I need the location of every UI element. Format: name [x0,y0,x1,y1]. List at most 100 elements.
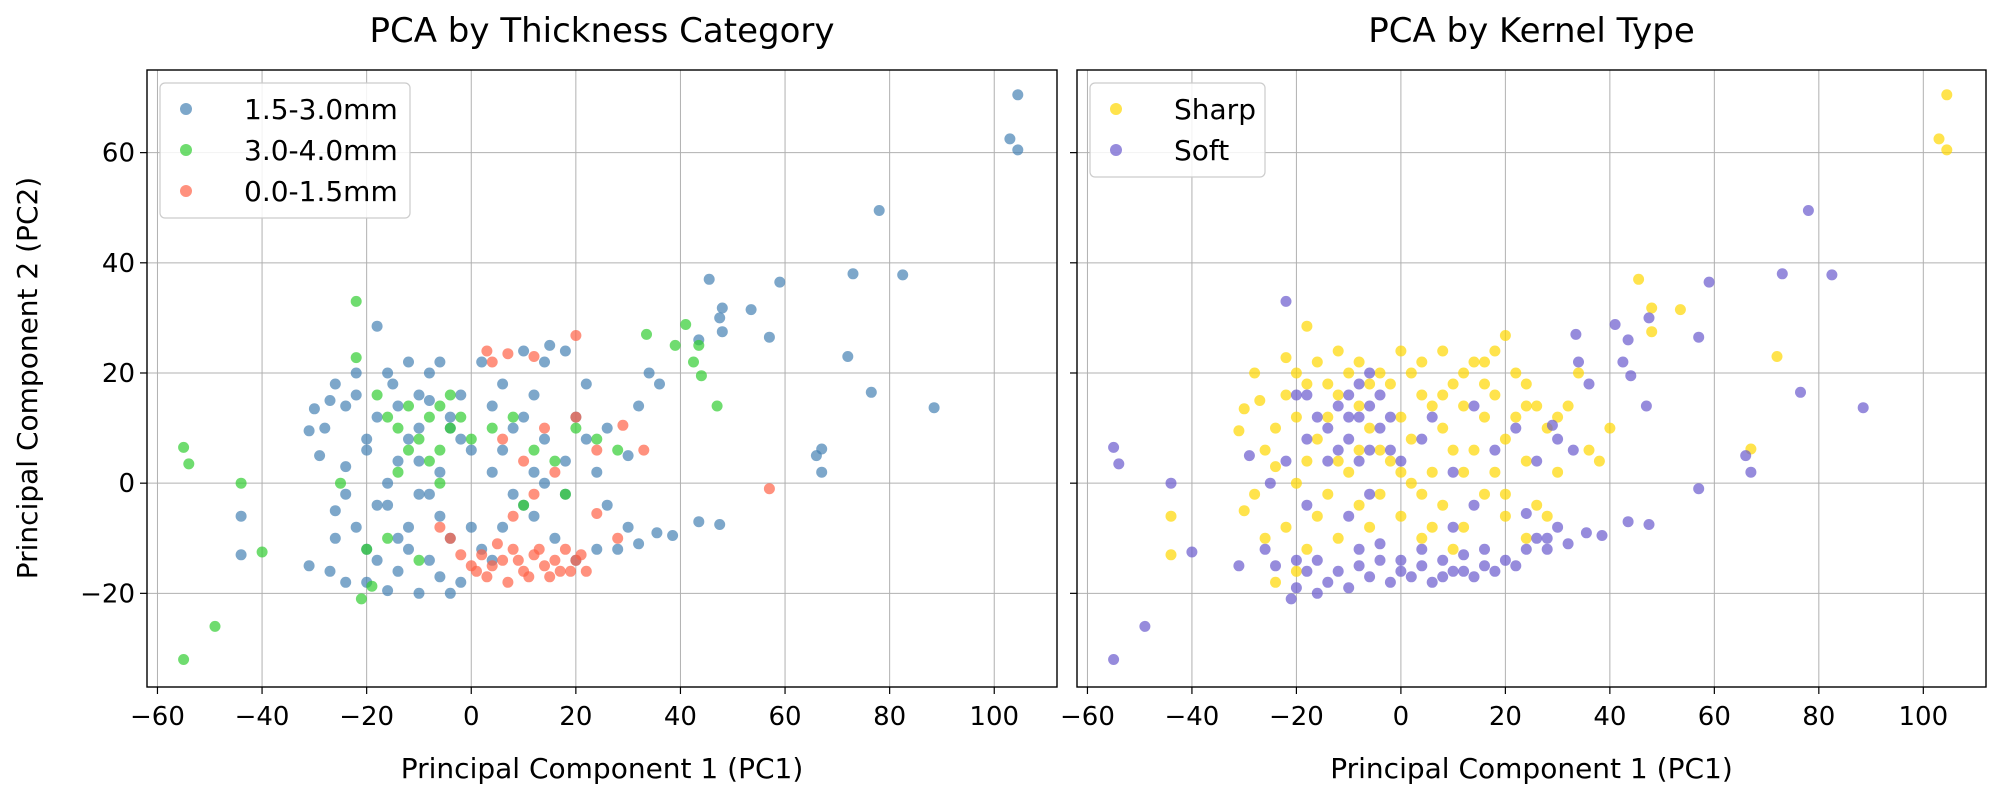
data-point [303,560,315,572]
data-point [1447,521,1459,533]
data-point [1941,89,1953,101]
data-point [1531,455,1543,467]
data-point [580,433,592,445]
data-point [366,580,378,592]
data-point [1004,133,1016,145]
data-point [1489,345,1501,357]
data-point [340,488,352,500]
data-point [1520,543,1532,555]
data-point [1332,565,1344,577]
data-point [413,488,425,500]
chart-title: PCA by Kernel Type [1368,11,1695,51]
data-point [361,543,373,555]
data-point [528,444,540,456]
data-point [1617,356,1629,368]
data-point [1364,571,1376,583]
data-point [865,386,877,398]
data-point [1437,345,1449,357]
data-point [1374,444,1386,456]
data-point [423,411,435,423]
x-tick-label: −60 [1060,702,1115,732]
data-point [1426,411,1438,423]
data-point [1437,499,1449,511]
data-point [810,450,822,462]
data-point [1364,367,1376,379]
data-point [1301,320,1313,332]
data-point [1233,560,1245,572]
data-point [1552,466,1564,478]
data-point [1479,488,1490,500]
data-point [1280,389,1292,401]
data-point [350,367,362,379]
data-point [507,510,519,522]
data-point [308,403,320,415]
data-point [392,422,404,434]
data-point [1416,389,1428,401]
data-point [1510,422,1522,434]
data-point [329,532,341,544]
data-point [1546,419,1558,431]
data-point [1270,560,1281,572]
data-point [763,483,775,495]
data-point [1531,400,1543,412]
data-point [1933,133,1945,145]
data-point [382,499,394,511]
data-point [1437,554,1449,566]
data-point [413,422,425,434]
x-axis-label: Principal Component 1 (PC1) [1330,752,1733,785]
data-point [1802,205,1814,216]
data-point [1384,378,1396,390]
legend-box [1089,82,1266,178]
data-point [1264,477,1276,489]
legend-label: 3.0-4.0mm [244,134,398,167]
data-point [1570,328,1582,340]
data-point [1426,576,1438,588]
data-point [1311,433,1323,445]
data-point [612,444,624,456]
legend: Sharp Soft [1089,82,1266,178]
data-point [1290,582,1302,594]
data-point [1238,403,1250,415]
y-tick-label: 20 [102,359,135,389]
data-point [633,538,645,550]
data-point [1489,444,1501,456]
data-point [1332,455,1344,467]
data-point [329,505,341,517]
data-point [1771,351,1783,362]
data-point [455,411,467,423]
data-point [1384,444,1396,456]
legend-marker [180,185,192,197]
x-tick-label: 20 [1489,702,1522,732]
data-point [1395,510,1407,522]
data-point [392,455,404,467]
data-point [507,543,519,555]
data-point [1364,400,1376,412]
data-point [329,378,341,390]
series-0.0-1.5mm [434,330,775,588]
data-point [622,521,634,533]
data-point [1395,466,1407,478]
data-point [1243,450,1255,462]
x-tick-label: 20 [559,702,592,732]
data-point [528,351,540,362]
data-point [512,554,524,566]
data-point [1745,466,1757,478]
data-point [1270,422,1281,434]
data-point [1941,144,1953,156]
x-axis-label: Principal Component 1 (PC1) [401,752,804,785]
x-tick-label: 0 [1393,702,1410,732]
data-point [549,554,561,566]
data-point [549,466,561,478]
data-point [763,331,775,343]
data-point [1541,510,1553,522]
data-point [324,395,336,406]
data-point [423,488,435,500]
data-point [1499,330,1511,341]
data-point [1489,565,1501,577]
data-point [1290,411,1302,423]
data-point [455,549,467,561]
data-point [361,444,373,456]
data-point [1301,565,1313,577]
data-point [528,389,540,401]
data-point [774,276,786,288]
